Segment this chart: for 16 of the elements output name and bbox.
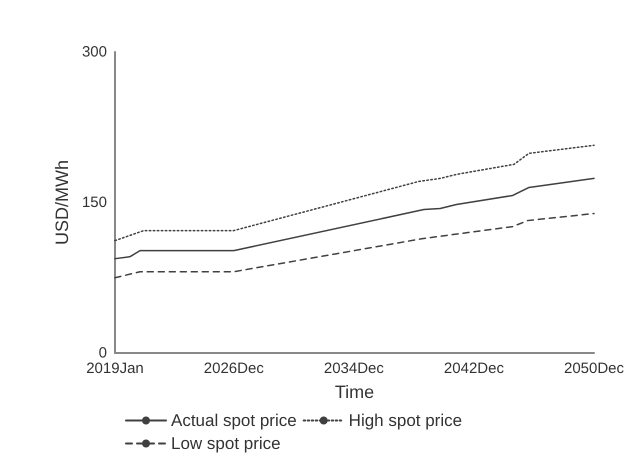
- x-axis-title: Time: [334, 382, 374, 402]
- legend-label: High spot price: [348, 411, 462, 430]
- line-series: [114, 144, 595, 242]
- y-tick-label: 0: [98, 344, 107, 362]
- x-tick-label: 2019Jan: [86, 360, 144, 377]
- legend-label: Low spot price: [171, 434, 281, 453]
- y-axis-title: USD/MWh: [52, 160, 72, 245]
- x-tick-label: 2050Dec: [564, 360, 625, 377]
- y-tick-label: 150: [82, 194, 107, 211]
- y-tick-label: 300: [82, 44, 107, 60]
- x-tick-label: 2042Dec: [444, 360, 504, 377]
- x-tick-label: 2026Dec: [204, 360, 264, 377]
- line-series: [114, 178, 595, 260]
- legend-label: Actual spot price: [171, 411, 297, 430]
- x-tick-label: 2034Dec: [324, 360, 384, 377]
- line-series: [114, 212, 595, 278]
